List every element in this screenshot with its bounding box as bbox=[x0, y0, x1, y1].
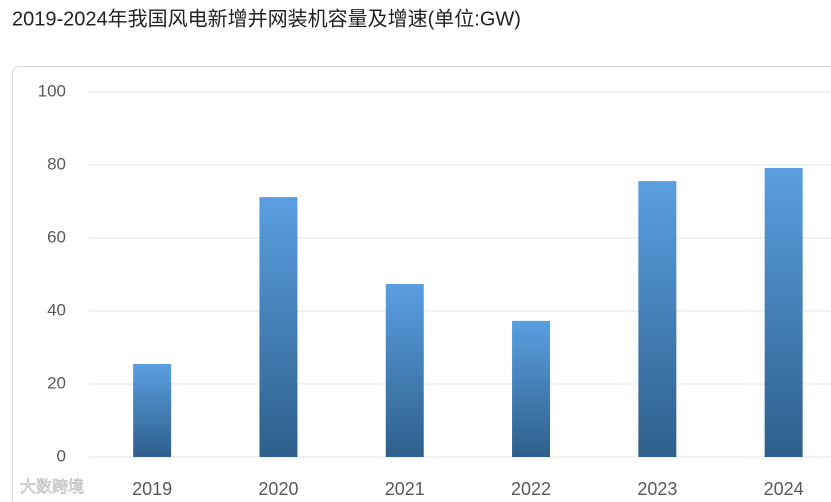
x-tick-label: 2021 bbox=[385, 479, 425, 499]
chart-title: 2019-2024年我国风电新增并网装机容量及增速(单位:GW) bbox=[12, 7, 521, 30]
y-tick-label: 40 bbox=[47, 300, 66, 319]
y-tick-label: 100 bbox=[38, 81, 66, 100]
bar bbox=[133, 363, 172, 457]
bar bbox=[512, 320, 551, 457]
y-tick-label: 60 bbox=[47, 227, 66, 246]
bar bbox=[259, 197, 298, 457]
y-tick-label: 80 bbox=[47, 154, 66, 173]
bar bbox=[764, 167, 803, 458]
bar bbox=[385, 283, 424, 457]
x-tick-label: 2020 bbox=[258, 479, 298, 499]
y-tick-label: 0 bbox=[57, 446, 66, 465]
x-tick-label: 2023 bbox=[637, 479, 677, 499]
bar bbox=[638, 181, 677, 457]
watermark: 大数跨境 bbox=[20, 477, 84, 496]
x-tick-label: 2019 bbox=[132, 479, 172, 499]
x-tick-label: 2022 bbox=[511, 479, 551, 499]
chart-frame bbox=[12, 66, 831, 502]
x-tick-label: 2024 bbox=[764, 479, 804, 499]
y-tick-label: 20 bbox=[47, 373, 66, 392]
